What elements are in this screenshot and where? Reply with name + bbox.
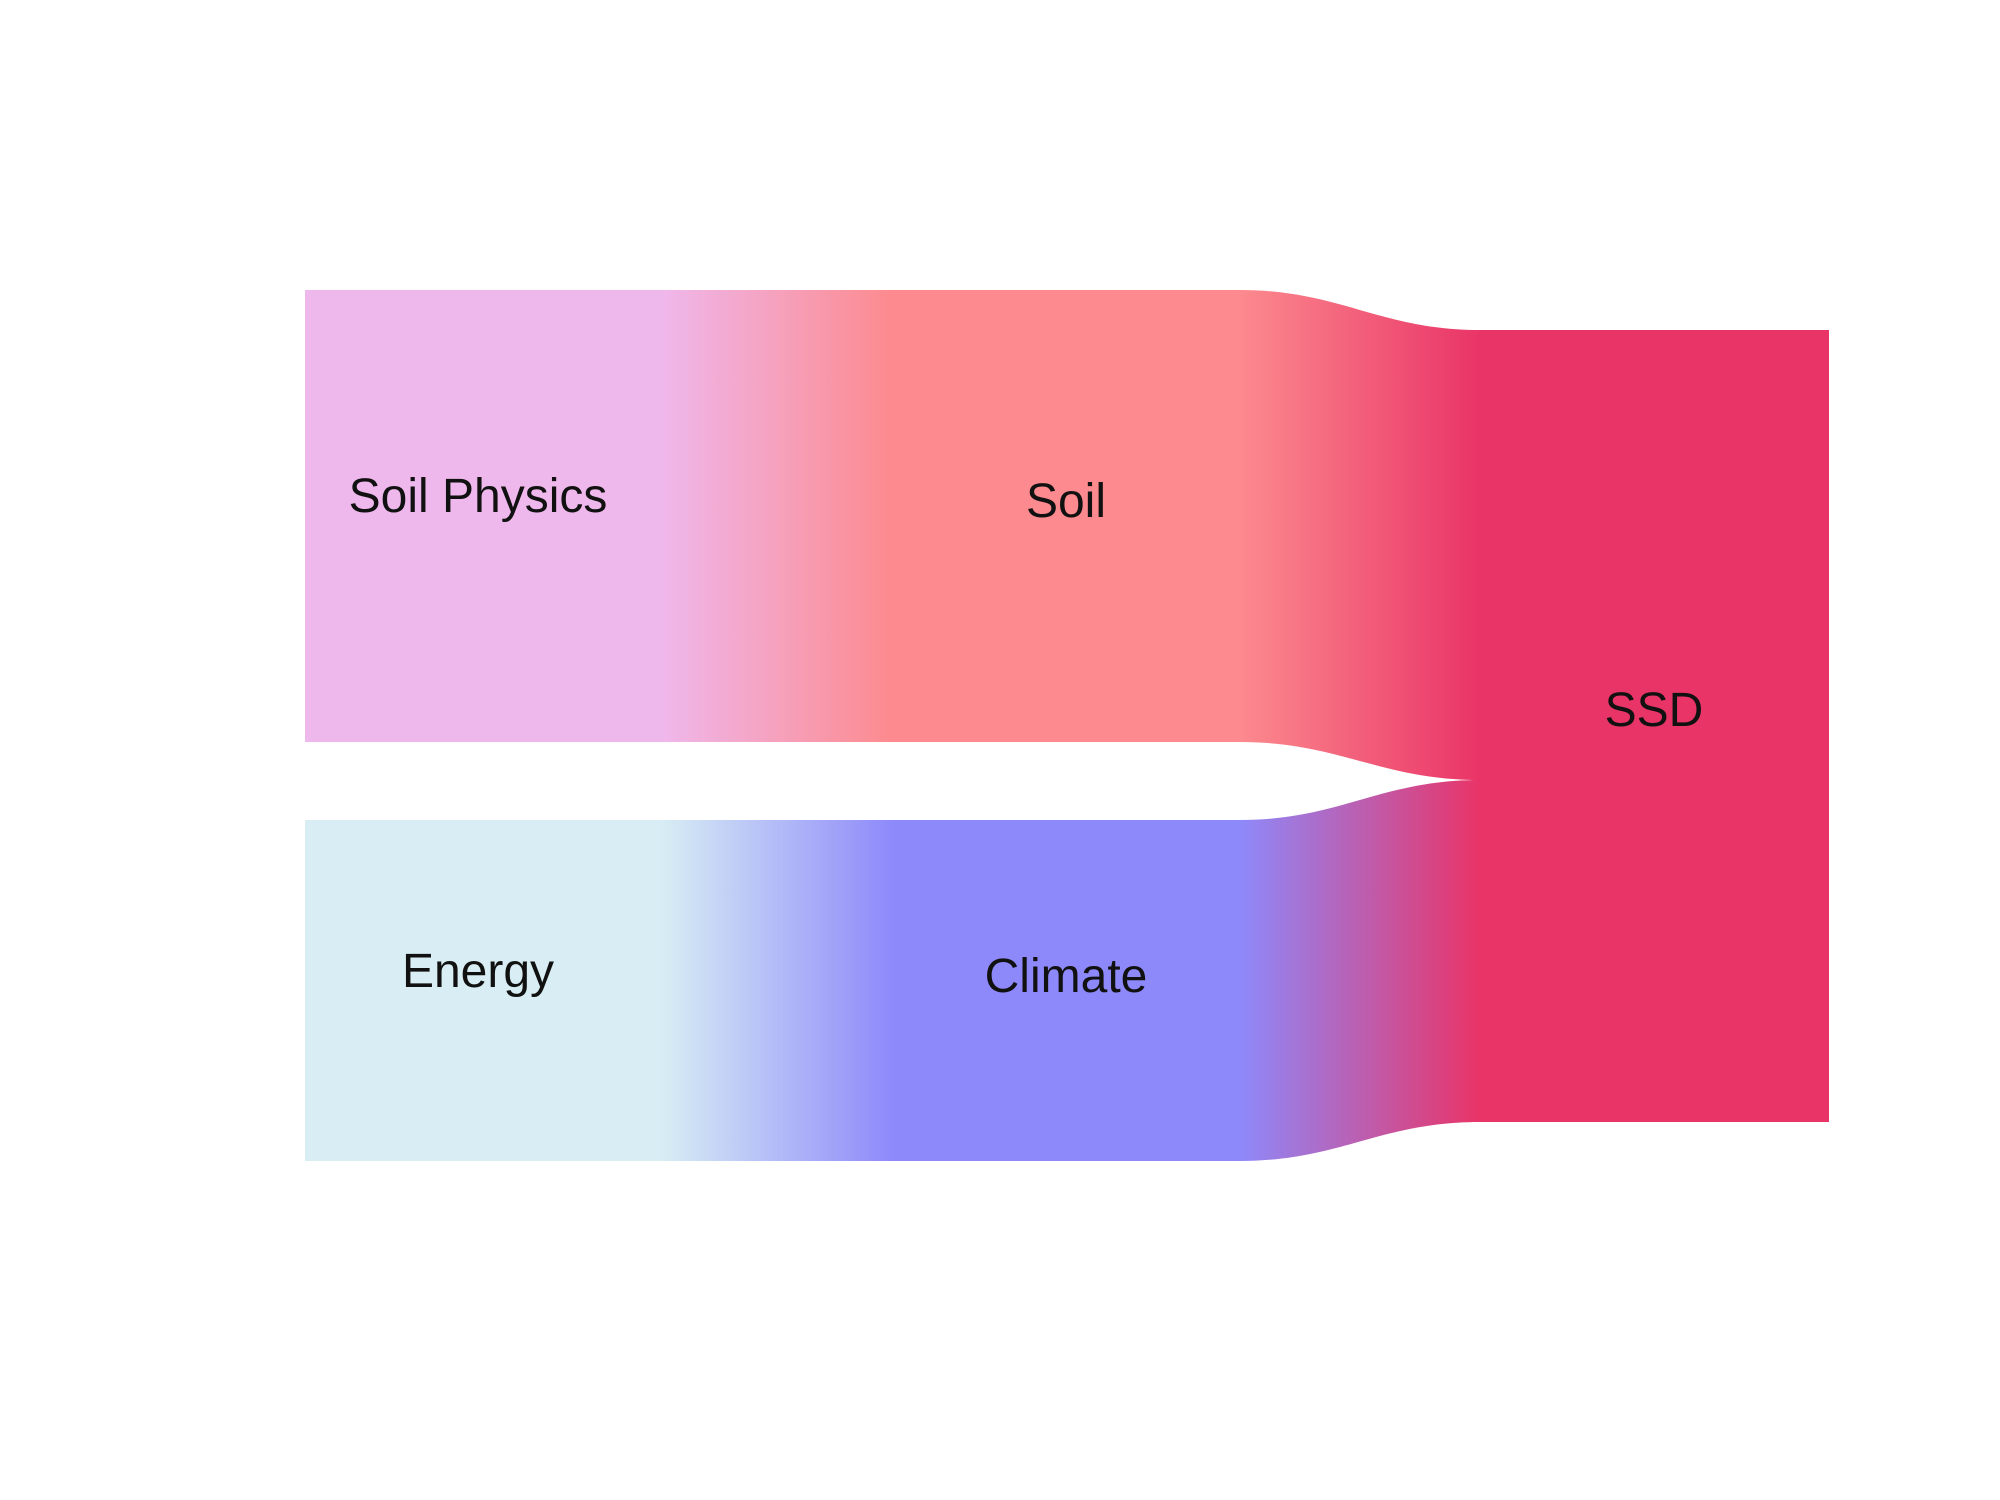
node-label-soil-physics: Soil Physics (349, 470, 608, 523)
flow-energy-to-climate (660, 820, 893, 1161)
node-labels: Soil Physics Energy Soil Climate SSD (349, 470, 1704, 1003)
node-soil[interactable] (893, 290, 1240, 742)
node-label-climate: Climate (985, 950, 1148, 1003)
node-label-energy: Energy (402, 945, 554, 998)
flow-soil-physics-to-soil (660, 290, 893, 742)
node-soil-physics[interactable] (305, 290, 660, 742)
node-energy[interactable] (305, 820, 660, 1161)
flow-climate-to-ssd (1240, 780, 1480, 1161)
node-climate[interactable] (893, 820, 1240, 1161)
node-label-ssd: SSD (1605, 684, 1704, 737)
node-ssd[interactable] (1480, 330, 1829, 1122)
flows (660, 290, 1480, 1161)
flow-soil-to-ssd (1240, 290, 1480, 780)
node-label-soil: Soil (1026, 475, 1106, 528)
nodes (305, 290, 1829, 1161)
